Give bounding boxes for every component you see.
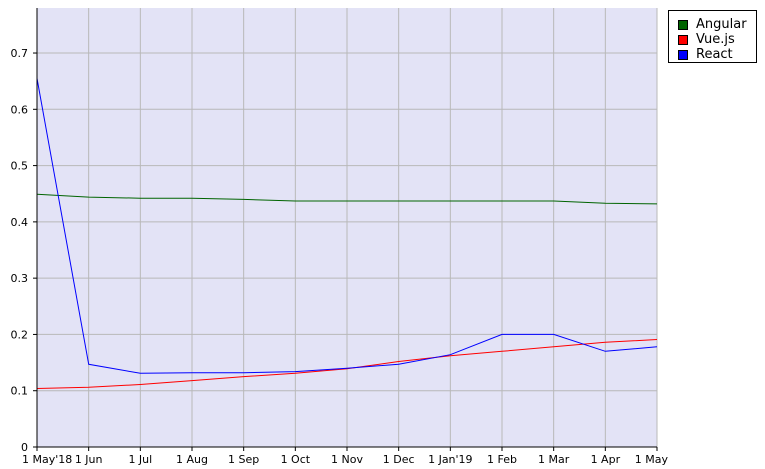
series-line-angular	[36, 193, 658, 205]
legend-item-angular: Angular	[678, 17, 756, 32]
legend-item-react: React	[678, 47, 756, 62]
x-tick-label: 1 Jul	[128, 453, 152, 466]
grid	[37, 8, 658, 447]
x-tick-label: 1 May	[635, 453, 669, 466]
x-tick-label: 1 Dec	[383, 453, 415, 466]
x-tick-label: 1 Apr	[591, 453, 621, 466]
series-lines	[36, 78, 658, 389]
y-tick-label: 0.5	[11, 160, 29, 173]
y-tick-label: 0.4	[11, 216, 29, 229]
y-tick-label: 0.3	[11, 272, 29, 285]
legend: Angular Vue.js React	[668, 10, 757, 63]
x-tick-label: 1 Jun	[75, 453, 103, 466]
x-tick-label: 1 Mar	[538, 453, 570, 466]
legend-item-vuejs: Vue.js	[678, 32, 756, 47]
y-tick-label: 0.7	[11, 47, 29, 60]
legend-label-angular: Angular	[696, 17, 747, 32]
x-tick-label: 1 Nov	[331, 453, 363, 466]
axes: 0 0.1 0.2 0.3 0.4 0.5 0.6 0.7 1 May'18 1 Jun 1 Jul…	[11, 8, 669, 466]
series-line-react	[36, 78, 658, 374]
legend-label-react: React	[696, 47, 733, 62]
x-tick-label: 1 Aug	[176, 453, 208, 466]
y-tick-label: 0.6	[11, 103, 29, 116]
x-tick-label: 1 Sep	[228, 453, 259, 466]
legend-swatch-angular	[678, 19, 688, 30]
x-tick-label: 1 Oct	[281, 453, 311, 466]
y-tick-label: 0.2	[11, 328, 29, 341]
x-tick-label: 1 Feb	[487, 453, 517, 466]
legend-swatch-react	[678, 49, 688, 60]
legend-label-vuejs: Vue.js	[696, 32, 735, 47]
x-tick-label: 1 Jan'19	[428, 453, 472, 466]
x-tick-label: 1 May'18	[22, 453, 72, 466]
y-tick-label: 0.1	[11, 385, 29, 398]
y-tick-label: 0	[21, 441, 28, 454]
legend-swatch-vuejs	[678, 34, 688, 45]
series-line-vuejs	[36, 339, 658, 389]
